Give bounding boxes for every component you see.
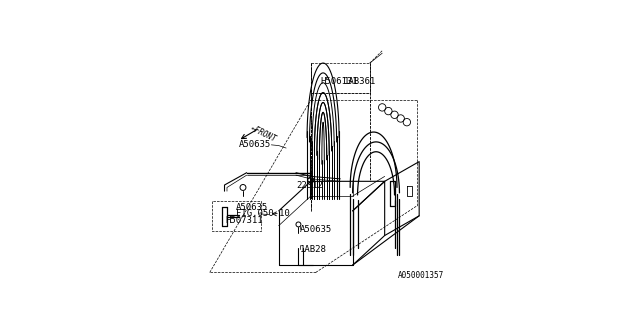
Text: A050001357: A050001357 [397,271,444,280]
Text: A50635: A50635 [239,140,271,149]
Text: ←FRONT: ←FRONT [249,124,278,144]
Text: A50635: A50635 [300,225,332,234]
Text: FIG.050-10: FIG.050-10 [236,209,289,218]
Text: 22312: 22312 [296,180,323,189]
Text: H507311: H507311 [225,216,262,225]
Text: A50635: A50635 [236,203,268,212]
Text: 1AB28: 1AB28 [300,244,326,253]
Text: H506131: H506131 [320,77,358,86]
Text: 1AB361: 1AB361 [344,77,376,86]
